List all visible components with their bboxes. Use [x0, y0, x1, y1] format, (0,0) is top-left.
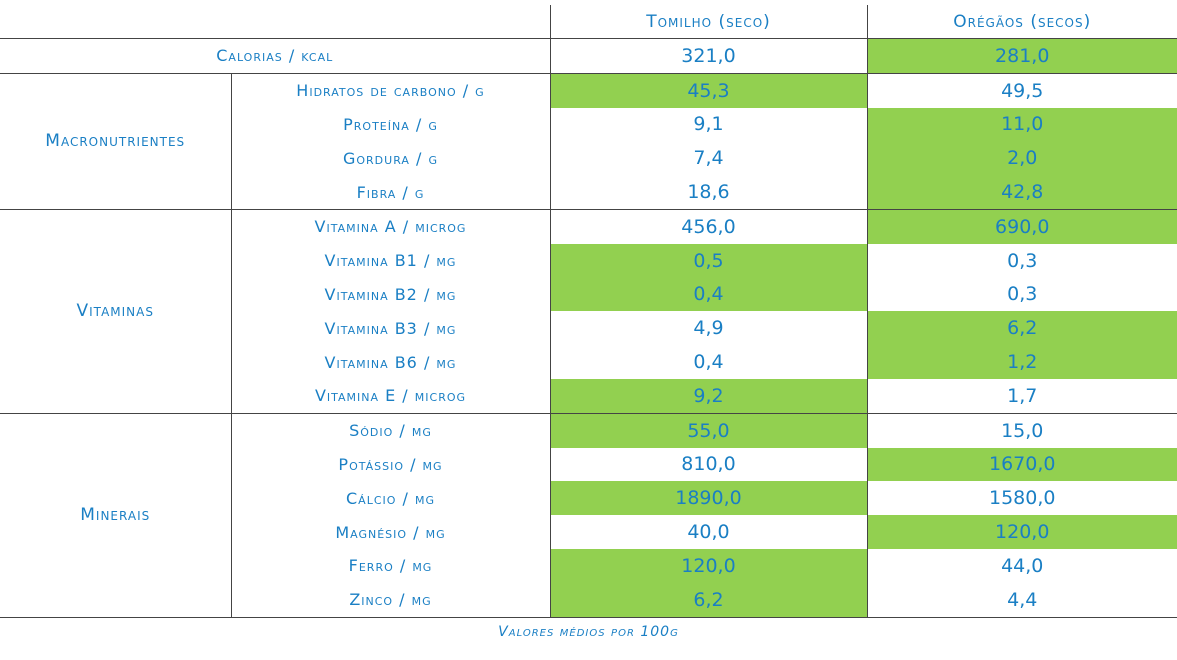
nutrient-row: Cálcio / mg 1890,0 1580,0: [0, 481, 1177, 516]
nutrient-row: Potássio / mg 810,0 1670,0: [0, 447, 1177, 482]
value-oregaos: 49,5: [867, 72, 1177, 108]
nutrition-table: Tomilho (seco) Orégãos (secos) Calorias …: [0, 5, 1177, 618]
nutrient-row: Vitamina B2 / mg 0,4 0,3: [0, 277, 1177, 312]
value-oregaos: 0,3: [1007, 249, 1038, 272]
nutrient-row: Zinco / mg 6,2 4,4: [0, 582, 1177, 618]
value-oregaos: 1670,0: [867, 447, 1177, 482]
value-tomilho: 1890,0: [550, 481, 868, 516]
value-tomilho: 55,0: [550, 412, 868, 448]
nutrient-row: Vitamina B3 / mg 4,9 6,2: [0, 311, 1177, 346]
header-spacer: [0, 5, 231, 39]
value-tomilho: 4,9: [550, 311, 868, 346]
value-oregaos: 4,4: [867, 582, 1177, 618]
value-oregaos: 1580,0: [989, 487, 1056, 510]
nutrient-label: Proteína / g: [231, 107, 551, 142]
nutrient-row: Minerais Sódio / mg 55,0 15,0: [0, 412, 1177, 618]
value-oregaos: 15,0: [867, 412, 1177, 448]
value-oregaos: 6,2: [867, 311, 1177, 346]
value-tomilho: 456,0: [550, 208, 868, 244]
value-oregaos: 690,0: [867, 208, 1177, 244]
nutrition-table-body: Tomilho (seco) Orégãos (secos) Calorias …: [0, 5, 1177, 618]
value-tomilho: 7,4: [550, 141, 868, 176]
value-oregaos: 2,0: [867, 141, 1177, 176]
nutrient-label: Vitamina E / microg: [231, 378, 551, 414]
group-label: Vitaminas: [0, 208, 232, 414]
nutrient-row: Vitaminas Vitamina A / microg 456,0 690,0: [0, 208, 1177, 414]
footnote: Valores médios por 100g: [498, 624, 679, 640]
nutrient-row: Vitamina B1 / mg 0,5 0,3: [0, 243, 1177, 278]
header-row: Tomilho (seco) Orégãos (secos): [0, 5, 1177, 39]
calorias-value-tomilho: 321,0: [550, 38, 868, 74]
value-oregaos: 11,0: [867, 107, 1177, 142]
nutrient-row: Macronutrientes Hidratos de carbono / g 45…: [0, 72, 1177, 210]
nutrient-label: Vitamina B2 / mg: [231, 277, 551, 312]
value-tomilho: 9,1: [550, 107, 868, 142]
nutrient-label: Vitamina B1 / mg: [231, 243, 551, 278]
value-oregaos: 44,0: [1001, 554, 1044, 577]
nutrient-row: Gordura / g 7,4 2,0: [0, 141, 1177, 176]
nutrient-label: Fibra / g: [231, 175, 551, 210]
nutrient-label: Vitamina A / microg: [231, 208, 551, 244]
value-tomilho: 6,2: [550, 582, 868, 618]
value-tomilho: 120,0: [550, 548, 868, 583]
nutrient-label: Magnésio / mg: [231, 515, 551, 549]
nutrient-row: Vitamina E / microg 9,2 1,7: [0, 378, 1177, 414]
calorias-row: Calorias / kcal 321,0 281,0: [0, 38, 1177, 74]
value-oregaos: 42,8: [867, 175, 1177, 210]
value-tomilho: 0,4: [550, 345, 868, 379]
nutrient-row: Ferro / mg 120,0 44,0: [0, 548, 1177, 583]
nutrient-row: Magnésio / mg 40,0 120,0: [0, 515, 1177, 549]
header-tomilho: Tomilho (seco): [550, 5, 868, 39]
nutrient-label: Gordura / g: [231, 141, 551, 176]
nutrient-label: Ferro / mg: [231, 548, 551, 583]
nutrient-label: Vitamina B6 / mg: [231, 345, 551, 379]
group-label: Minerais: [0, 412, 232, 618]
value-oregaos: 1,2: [867, 345, 1177, 379]
value-tomilho: 0,5: [550, 243, 868, 278]
value-tomilho: 40,0: [550, 515, 868, 549]
nutrient-row: Fibra / g 18,6 42,8: [0, 175, 1177, 210]
value-oregaos: 1,7: [1007, 384, 1038, 407]
nutrient-row: Vitamina B6 / mg 0,4 1,2: [0, 345, 1177, 379]
value-oregaos: 0,3: [1007, 283, 1038, 306]
calorias-label: Calorias / kcal: [0, 38, 551, 74]
nutrient-label: Hidratos de carbono / g: [231, 72, 551, 108]
value-tomilho: 45,3: [550, 72, 868, 108]
nutrient-label: Cálcio / mg: [231, 481, 551, 516]
nutrient-label: Vitamina B3 / mg: [231, 311, 551, 346]
nutrient-label: Potássio / mg: [231, 447, 551, 482]
nutrient-row: Proteína / g 9,1 11,0: [0, 107, 1177, 142]
header-spacer-label: [231, 5, 551, 39]
value-oregaos: 120,0: [867, 515, 1177, 549]
calorias-value-oregaos: 281,0: [867, 38, 1177, 74]
header-oregaos: Orégãos (secos): [867, 5, 1177, 39]
nutrient-label: Sódio / mg: [231, 412, 551, 448]
group-label: Macronutrientes: [0, 72, 232, 210]
value-tomilho: 810,0: [550, 447, 868, 482]
value-tomilho: 0,4: [550, 277, 868, 312]
value-tomilho: 9,2: [550, 378, 868, 414]
value-tomilho: 18,6: [550, 175, 868, 210]
nutrient-label: Zinco / mg: [231, 582, 551, 618]
